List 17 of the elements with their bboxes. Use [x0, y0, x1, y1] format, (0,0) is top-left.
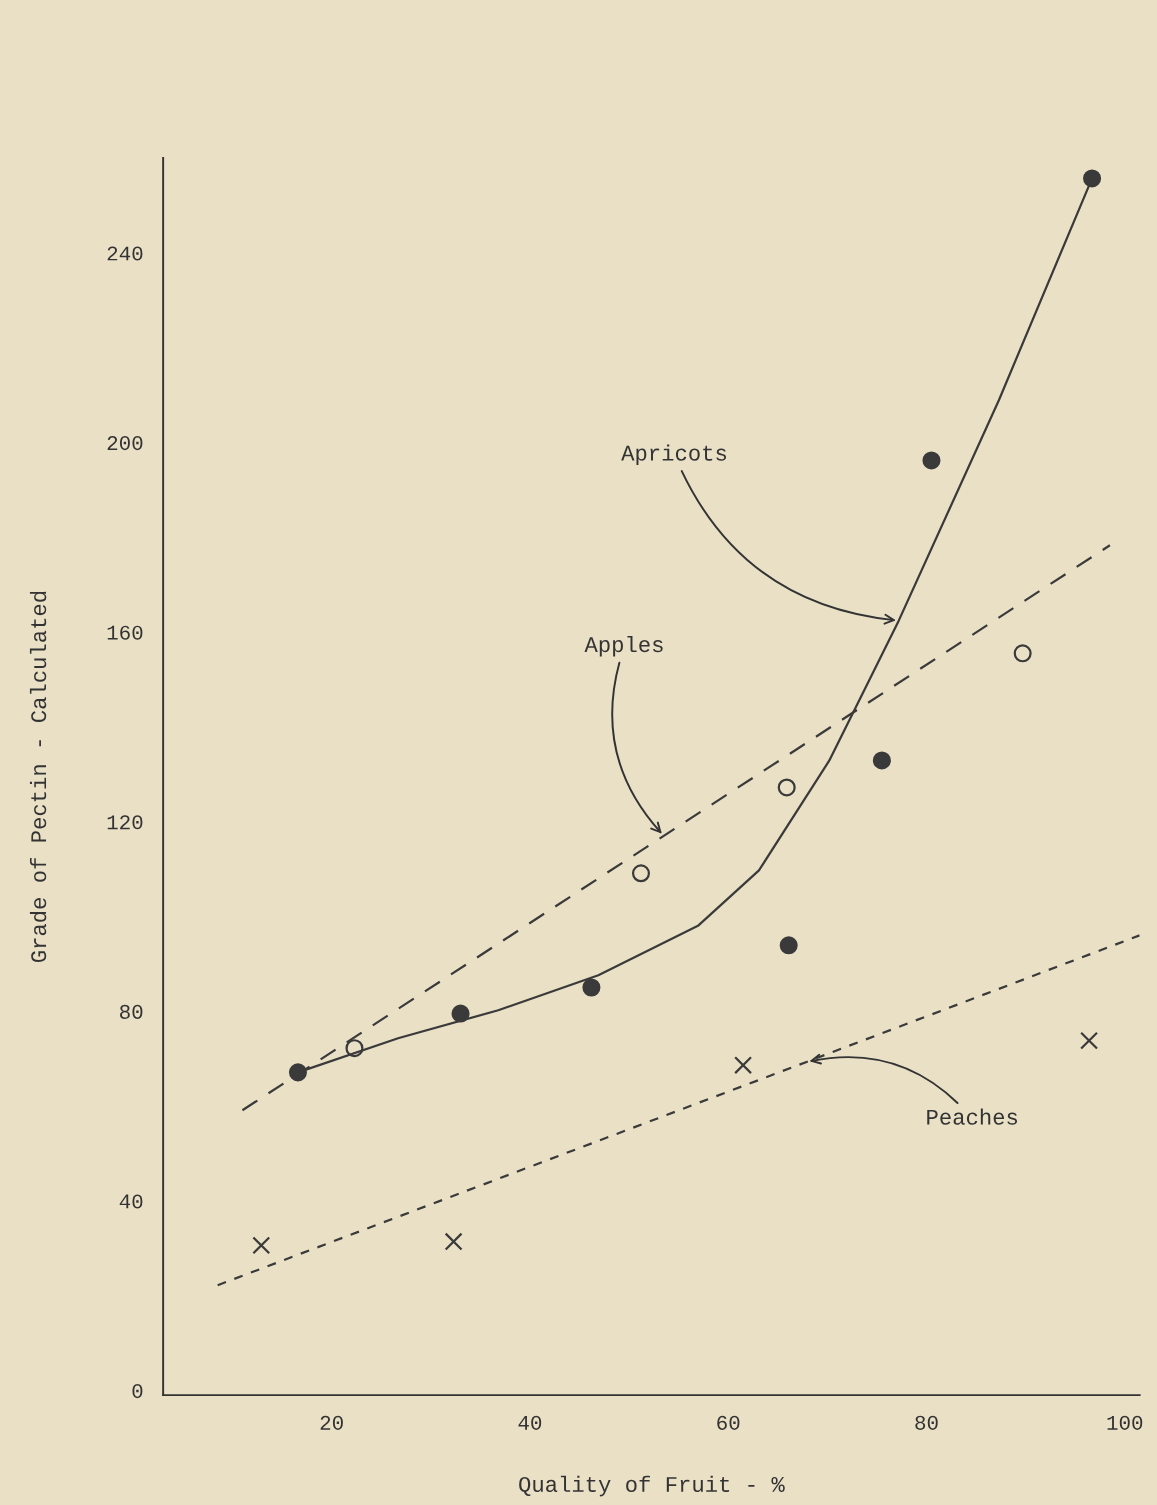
y-tick-label: 0 [132, 1384, 143, 1399]
y-tick-label: 200 [107, 436, 143, 451]
y-tick-label: 240 [107, 246, 143, 261]
x-tick-label: 80 [915, 1415, 938, 1430]
annotation: Peaches [927, 1108, 1018, 1125]
y-tick-label: 80 [120, 1004, 143, 1019]
x-tick-label: 40 [518, 1415, 542, 1430]
y-tick-label: 160 [107, 625, 143, 640]
x-axis-title: Quality of Fruit - % [519, 1475, 785, 1497]
y-axis-title: Grade of Pectin - Calculated [29, 591, 47, 963]
x-tick-label: 20 [320, 1415, 343, 1430]
y-tick-label: 40 [119, 1194, 143, 1209]
annotation: Apples [584, 635, 663, 657]
annotation: Apricots [621, 444, 727, 466]
x-tick-label: 100 [1107, 1415, 1143, 1430]
y-tick-label: 120 [107, 815, 143, 830]
x-tick-label: 60 [717, 1415, 740, 1430]
